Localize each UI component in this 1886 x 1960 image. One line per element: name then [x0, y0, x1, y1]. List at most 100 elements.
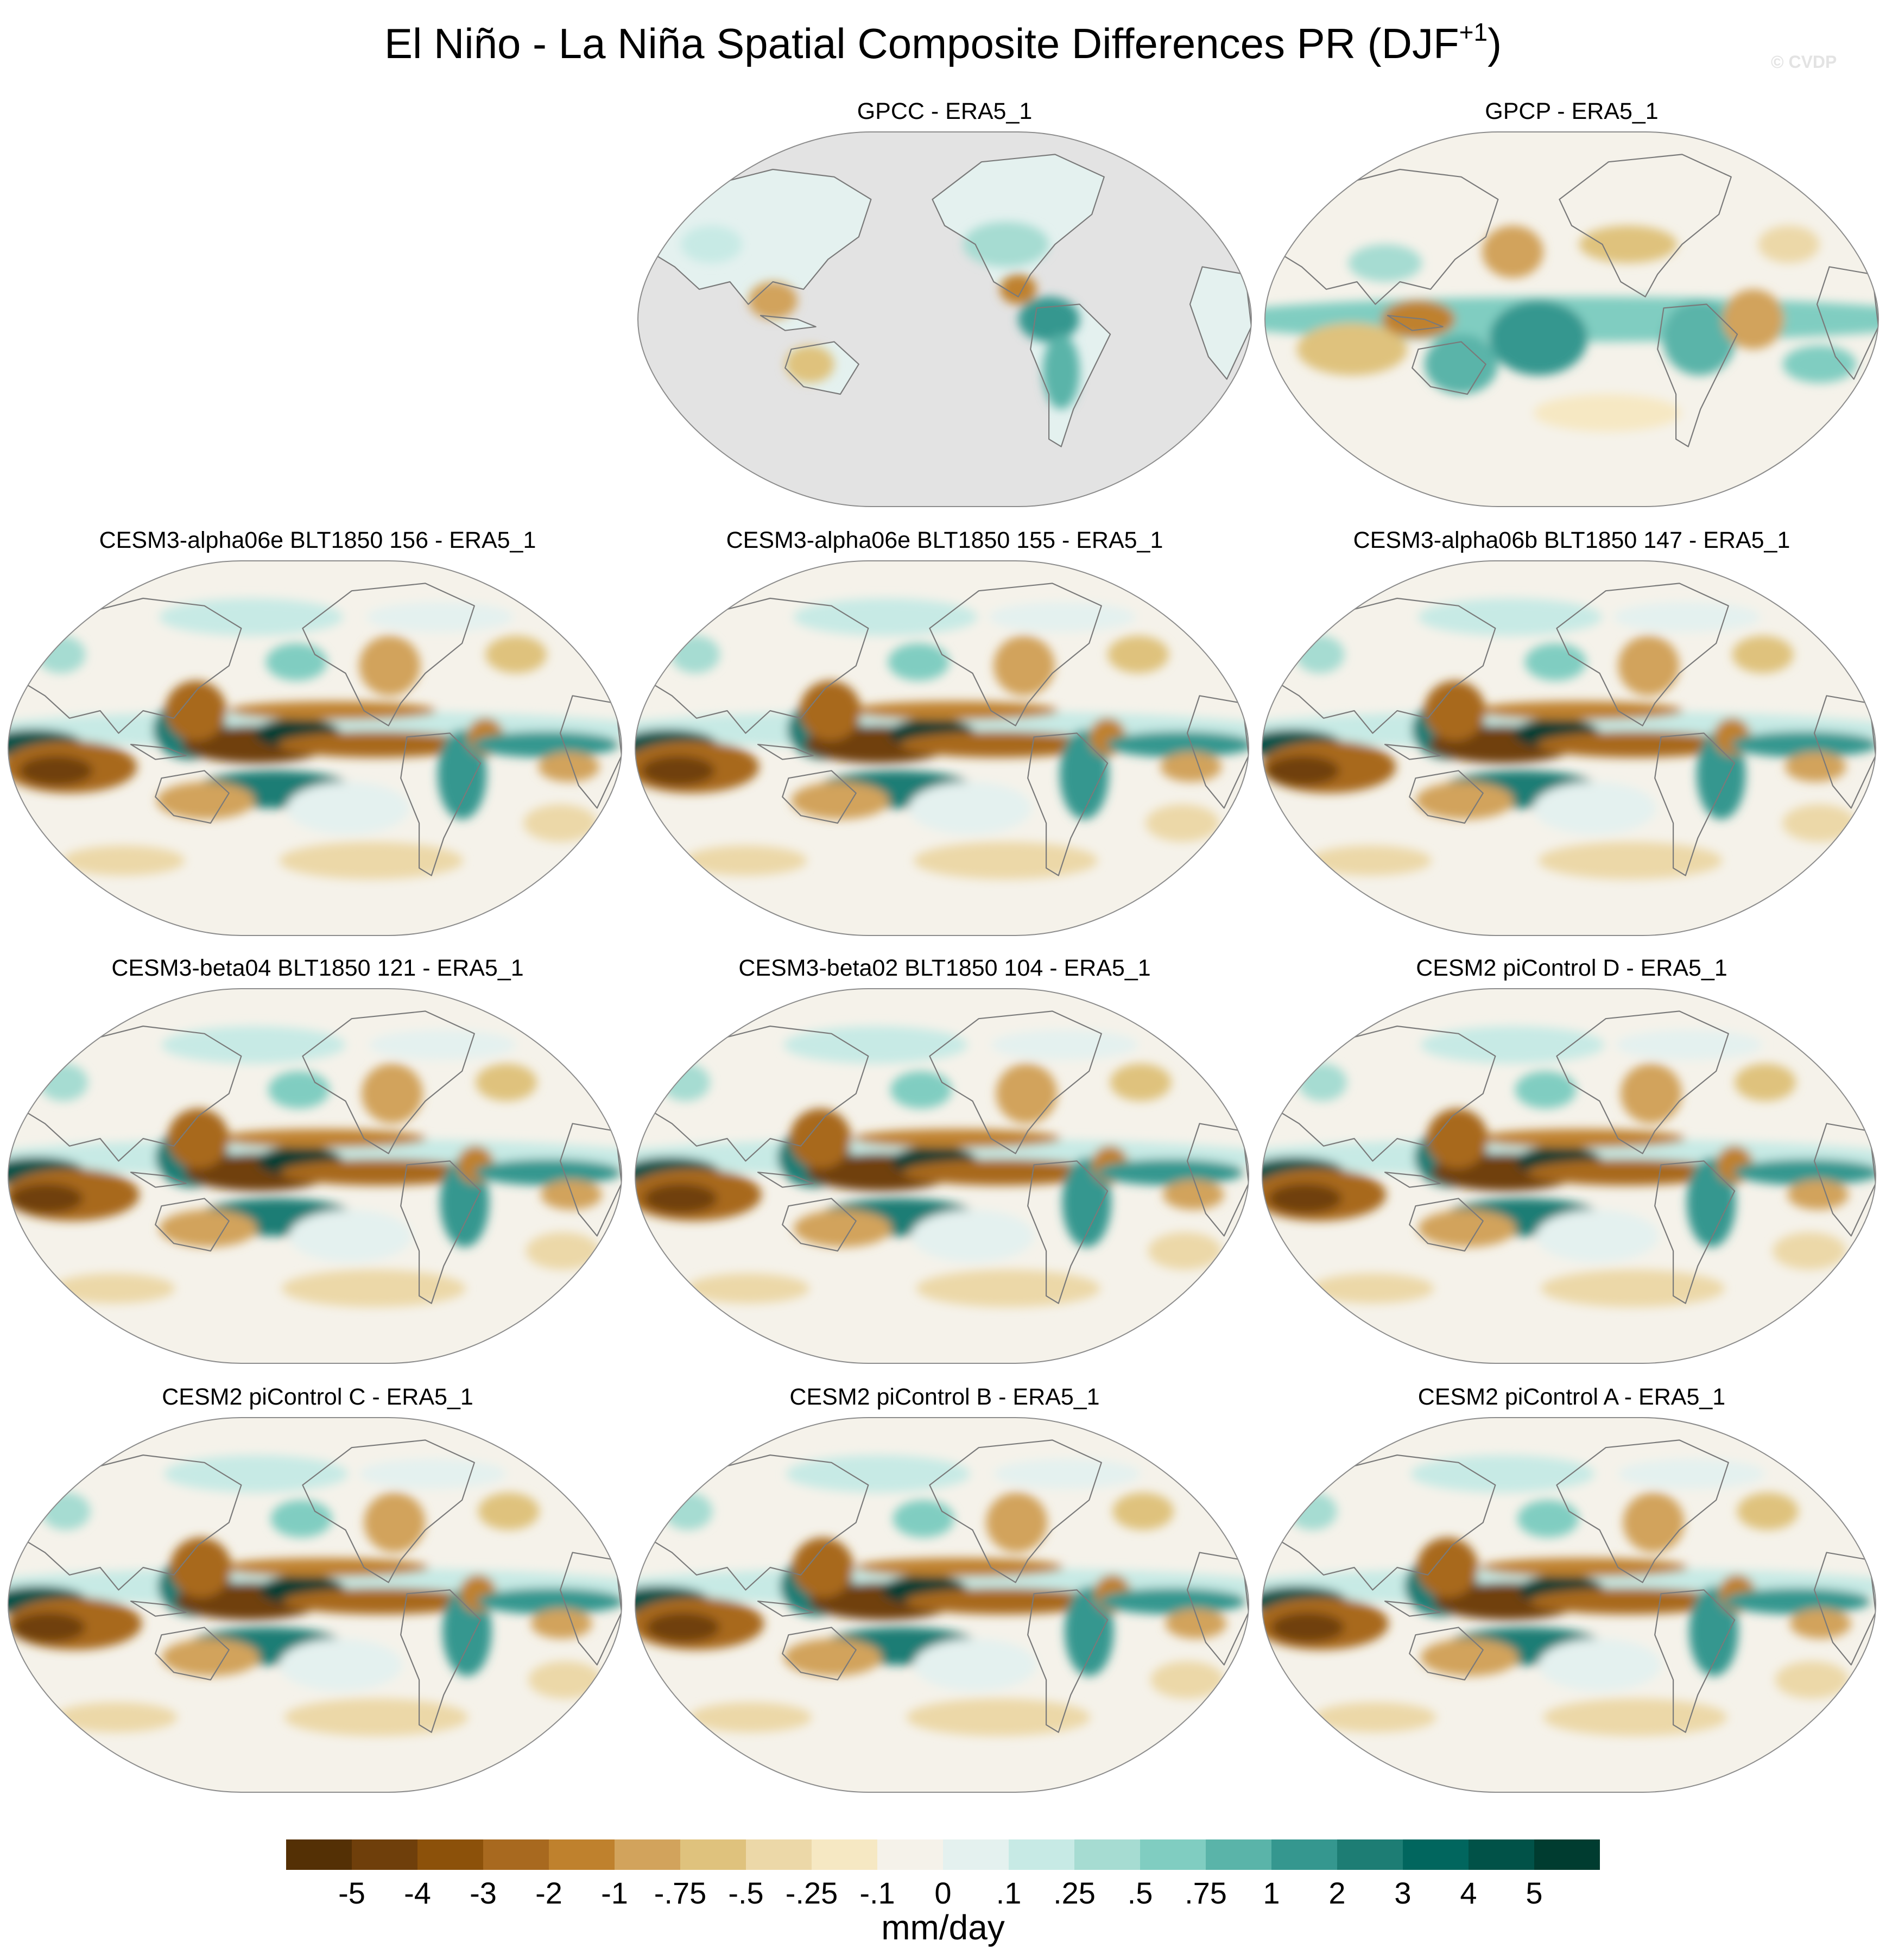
anomaly-region	[783, 1639, 882, 1677]
coastline	[302, 583, 475, 726]
map-panel-2	[1264, 131, 1879, 507]
colorbar-cell	[1469, 1839, 1534, 1870]
coastline	[1654, 732, 1736, 876]
anomaly-region	[1148, 1232, 1222, 1270]
map-panel-5	[1261, 560, 1877, 936]
colorbar-tick-label: 2	[1328, 1876, 1345, 1910]
anomaly-region	[1420, 1639, 1519, 1677]
anomaly-region	[1733, 1159, 1876, 1186]
colorbar-cell	[1271, 1839, 1337, 1870]
anomaly-region	[361, 1064, 423, 1124]
anomaly-region	[1775, 1661, 1849, 1699]
colorbar-tick-label: 5	[1526, 1876, 1542, 1910]
colorbar-cell	[1403, 1839, 1469, 1870]
anomaly-region	[289, 1210, 412, 1262]
colorbar-tick-label: .75	[1185, 1876, 1227, 1910]
anomaly-region	[19, 755, 93, 786]
land-eurasia	[650, 169, 871, 305]
coastline	[1276, 168, 1499, 305]
colorbar-tick-label: -.1	[859, 1876, 895, 1910]
anomaly-region	[1618, 1458, 1765, 1489]
colorbar-tick-label: .25	[1053, 1876, 1096, 1910]
colorbar-cell	[483, 1839, 549, 1870]
anomaly-region	[1099, 1588, 1246, 1615]
colorbar-cell	[352, 1839, 417, 1870]
panel-title-6: CESM3-beta04 BLT1850 121 - ERA5_1	[111, 955, 524, 981]
anomaly-region	[1482, 225, 1544, 279]
anomaly-region	[1426, 1108, 1488, 1169]
anomaly-region	[785, 345, 834, 383]
anomaly-region	[1662, 300, 1736, 376]
coastline	[1274, 597, 1496, 734]
anomaly-region	[1477, 1129, 1686, 1148]
anomaly-region	[1145, 804, 1219, 842]
anomaly-region	[993, 636, 1055, 696]
anomaly-region	[1689, 1586, 1738, 1677]
coastline	[1027, 1589, 1109, 1733]
anomaly-region	[9, 1183, 83, 1213]
colorbar-cell	[680, 1839, 746, 1870]
colorbar-cell	[549, 1839, 615, 1870]
anomaly-region	[1787, 1179, 1849, 1210]
cvdp-credit: © CVDP	[1771, 52, 1837, 72]
coastline	[1654, 1160, 1736, 1304]
anomaly-region	[890, 1071, 952, 1109]
anomaly-region	[283, 1588, 479, 1615]
anomaly-region	[268, 1071, 330, 1109]
colorbar-tick-label: -2	[535, 1876, 562, 1910]
anomaly-region	[999, 274, 1037, 305]
anomaly-region	[167, 1108, 229, 1169]
anomaly-region	[270, 1500, 332, 1538]
coastline	[155, 1198, 230, 1252]
anomaly-region	[641, 755, 715, 786]
colorbar-cell	[1337, 1839, 1403, 1870]
anomaly-region	[1268, 1183, 1342, 1213]
coastline	[649, 168, 872, 305]
land-indonesia	[761, 315, 816, 331]
anomaly-region	[906, 1698, 1091, 1736]
panel-title-10: CESM2 piControl B - ERA5_1	[789, 1384, 1100, 1410]
coastline	[784, 341, 859, 395]
coastline	[1274, 1025, 1496, 1162]
coastline	[155, 1627, 230, 1681]
panel-title-7: CESM3-beta02 BLT1850 104 - ERA5_1	[738, 955, 1151, 981]
anomaly-region	[1424, 334, 1498, 394]
map-border	[634, 560, 1250, 936]
coastline	[1384, 743, 1441, 760]
anomaly-region	[900, 731, 1097, 758]
anomaly-region	[1533, 394, 1681, 432]
coastline	[1384, 1601, 1441, 1617]
coastline	[130, 1601, 187, 1617]
anomaly-region	[1415, 782, 1514, 820]
colorbar-cell	[1074, 1839, 1140, 1870]
map-panel-11	[1261, 1417, 1877, 1793]
anomaly-region	[170, 1537, 232, 1598]
anomaly-region	[485, 636, 547, 673]
anomaly-region	[855, 1558, 1064, 1577]
anomaly-region	[916, 1269, 1100, 1307]
coastline	[929, 1010, 1102, 1154]
anomaly-region	[1731, 731, 1876, 758]
anomaly-region	[748, 282, 798, 319]
anomaly-region	[1618, 636, 1680, 696]
anomaly-region	[472, 731, 619, 758]
main-title: El Niño - La Niña Spatial Composite Diff…	[0, 16, 1886, 71]
anomaly-region	[1722, 289, 1784, 350]
coastline	[929, 583, 1102, 726]
anomaly-region	[1543, 1698, 1727, 1736]
coastline	[20, 1454, 242, 1591]
anomaly-region	[1424, 680, 1486, 741]
map-panel-10	[634, 1417, 1250, 1793]
anomaly-region	[1112, 1493, 1174, 1530]
anomaly-region	[893, 1500, 954, 1538]
coastline	[130, 1172, 187, 1188]
panel-title-4: CESM3-alpha06e BLT1850 155 - ERA5_1	[726, 527, 1163, 553]
anomaly-region	[793, 1210, 892, 1248]
anomaly-region	[287, 782, 410, 834]
map-border	[634, 988, 1250, 1364]
anomaly-region	[993, 1458, 1141, 1489]
anomaly-region	[11, 1612, 86, 1642]
colorbar-cell	[1534, 1839, 1600, 1870]
anomaly-region	[540, 1179, 602, 1210]
anomaly-region	[986, 1493, 1048, 1553]
